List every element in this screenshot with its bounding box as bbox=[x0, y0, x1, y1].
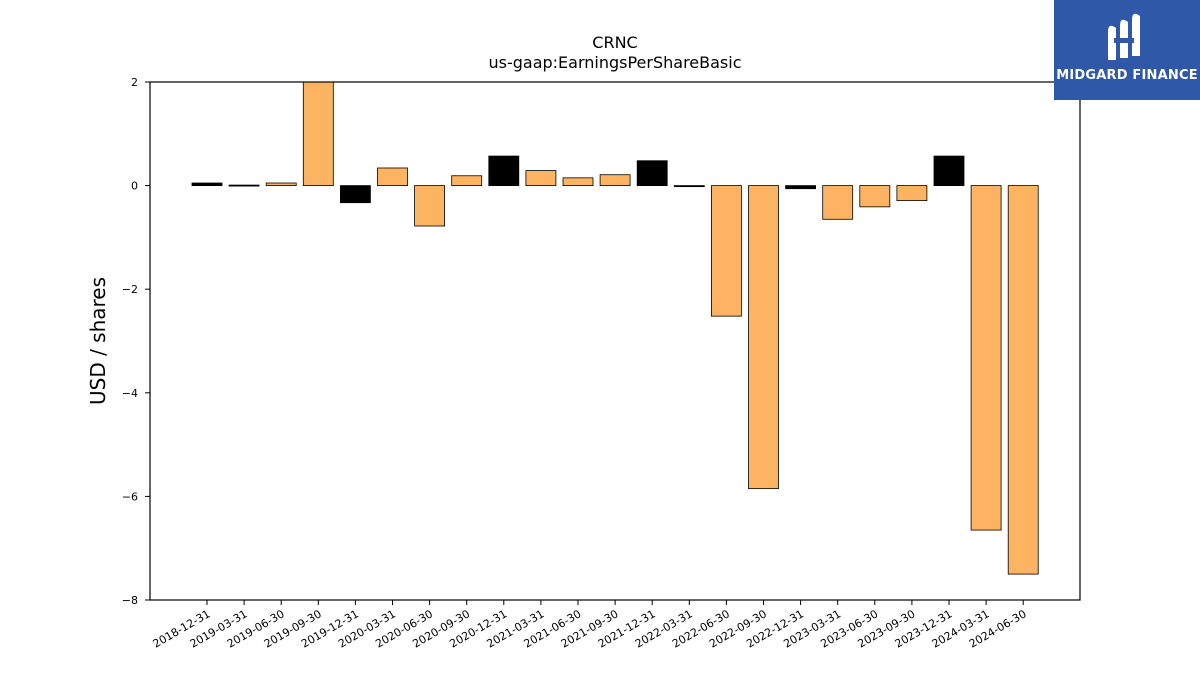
y-tick-label: 0 bbox=[131, 180, 138, 193]
bar-2023-09-30 bbox=[896, 185, 928, 202]
bar-2020-06-30 bbox=[414, 185, 446, 227]
x-axis-ticks: 2018-12-312019-03-312019-06-302019-09-30… bbox=[151, 600, 1029, 651]
plot-frame bbox=[149, 81, 1081, 601]
bar-2018-12-31 bbox=[191, 182, 223, 186]
logo-text: MIDGARD FINANCE bbox=[1056, 68, 1198, 83]
y-tick-label: 2 bbox=[131, 76, 138, 89]
chart-title: CRNC bbox=[592, 33, 637, 52]
y-tick-label: −2 bbox=[122, 283, 138, 296]
logo-mark-icon bbox=[1108, 13, 1140, 60]
chart-subtitle: us-gaap:EarningsPerShareBasic bbox=[488, 53, 741, 72]
bar-2021-09-30 bbox=[599, 174, 631, 187]
y-tick-label: −8 bbox=[122, 594, 138, 607]
bar-2023-12-31 bbox=[933, 155, 965, 187]
bar-2019-06-30 bbox=[265, 182, 297, 186]
bar-2019-03-31 bbox=[228, 184, 260, 187]
bar-2024-03-31 bbox=[970, 185, 1002, 531]
bar-2022-06-30 bbox=[711, 185, 742, 317]
bar-2023-03-31 bbox=[822, 185, 854, 220]
bar-2023-06-30 bbox=[859, 185, 891, 208]
bar-2024-06-30 bbox=[1007, 185, 1039, 575]
bar-2020-09-30 bbox=[451, 175, 483, 186]
bar-2021-03-31 bbox=[525, 170, 557, 187]
bar-2019-12-31 bbox=[339, 185, 371, 204]
bar-2022-03-31 bbox=[673, 185, 705, 188]
bar-2021-06-30 bbox=[562, 177, 594, 187]
y-tick-label: −6 bbox=[122, 490, 138, 503]
y-axis-label: USD / shares bbox=[86, 277, 110, 405]
bar-2021-12-31 bbox=[636, 160, 668, 186]
y-tick-label: −4 bbox=[122, 387, 138, 400]
bar-2020-12-31 bbox=[488, 155, 520, 187]
bar-2022-09-30 bbox=[748, 185, 779, 490]
bars-group bbox=[191, 81, 1039, 575]
bar-2019-09-30 bbox=[302, 81, 334, 186]
brand-logo: MIDGARD FINANCE bbox=[1054, 0, 1200, 100]
bar-2022-12-31 bbox=[785, 185, 816, 190]
bar-2020-03-31 bbox=[377, 167, 408, 187]
y-axis-ticks: 2 0 −2 −4 −6 −8 bbox=[122, 76, 150, 607]
